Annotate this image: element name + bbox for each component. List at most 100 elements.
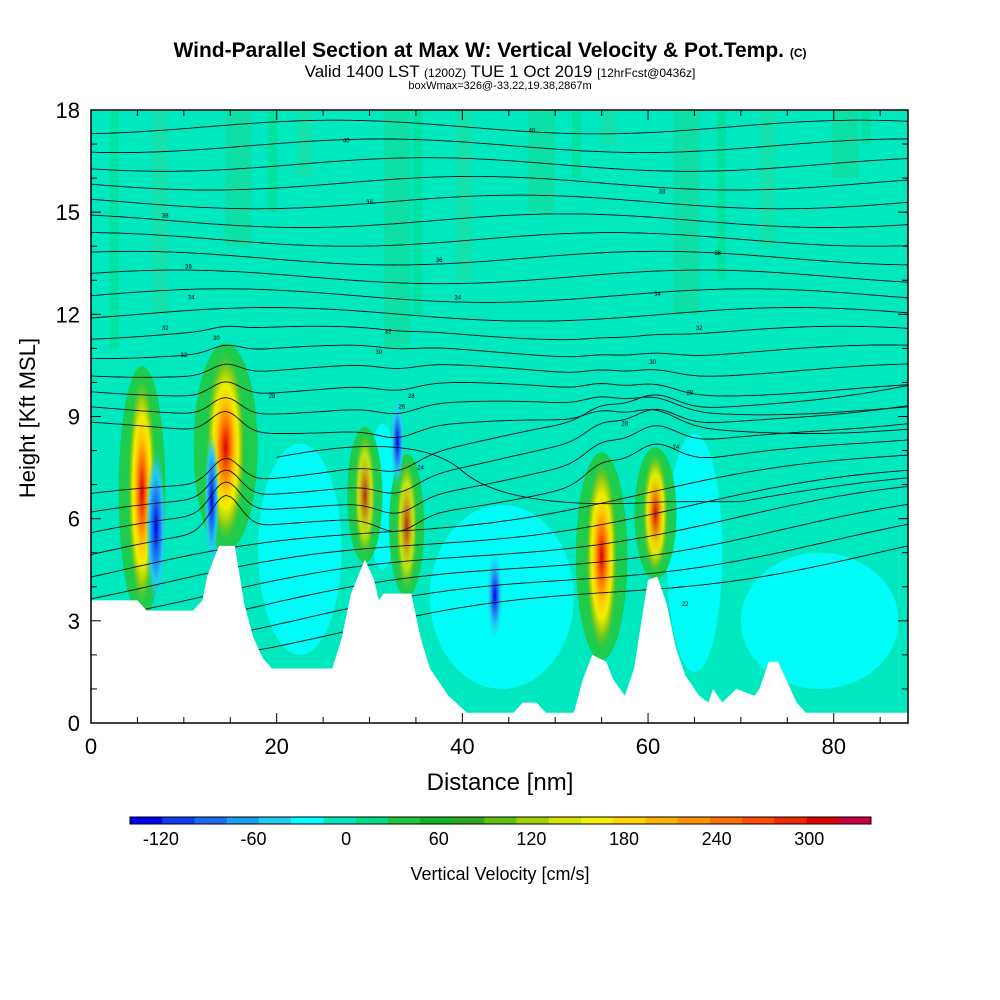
colorbar [129, 816, 872, 825]
theta-contours [91, 119, 908, 670]
theta-label: 32 [385, 329, 392, 335]
x-tick-label: 20 [264, 734, 288, 759]
colorbar-frame [129, 816, 872, 825]
bg-streak [152, 110, 168, 315]
theta-contour [91, 213, 908, 228]
subtitle-date: TUE 1 Oct 2019 [471, 62, 593, 81]
theta-contour [91, 405, 908, 513]
bg-streak [789, 110, 810, 213]
theta-contour [91, 232, 908, 247]
colorbar-tick-label: -120 [143, 829, 179, 849]
downdraft-core [487, 552, 503, 638]
x-tick-label: 60 [636, 734, 660, 759]
theta-contour [91, 269, 908, 285]
theta-contour [91, 396, 908, 416]
x-axis: 0 20 40 60 80 [85, 110, 881, 759]
bg-streak [904, 110, 908, 349]
colorbar-label: Vertical Velocity [cm/s] [410, 864, 589, 884]
y-tick-label: 9 [68, 405, 80, 430]
bg-streak [528, 110, 555, 213]
bg-streak [297, 110, 313, 179]
theta-contour [91, 385, 908, 494]
theta-label: 30 [375, 350, 382, 356]
colorbar-swatch [130, 817, 163, 824]
theta-label: 36 [185, 265, 192, 271]
theta-contour [91, 409, 908, 438]
theta-contour [91, 439, 908, 556]
colorbar-swatch [645, 817, 678, 824]
bg-streak [268, 110, 278, 213]
bg-streak [225, 110, 252, 247]
x-tick-label: 80 [821, 734, 845, 759]
downdraft-core [204, 433, 219, 567]
colorbar-swatch [419, 817, 453, 824]
x-tick-label: 40 [450, 734, 474, 759]
theta-label: 24 [417, 466, 424, 472]
subtitle-forecast: [12hrFcst@0436z] [597, 66, 695, 80]
colorbar-tick-label: 120 [516, 829, 546, 849]
colorbar-swatch [452, 817, 485, 824]
colorbar-swatch [323, 817, 356, 824]
colorbar-tick-label: 180 [609, 829, 639, 849]
colorbar-swatch [613, 817, 646, 824]
theta-labels: 40 40 38 38 38 36 36 36 34 34 34 32 32 32 32 30 30 30 28 28… [162, 128, 722, 607]
theta-label: 26 [399, 404, 406, 410]
colorbar-swatch [258, 817, 292, 824]
theta-contour [91, 363, 908, 378]
colorbar-tick-label: 240 [702, 829, 732, 849]
theta-contour [91, 157, 908, 172]
y-axis-label: Height [Kft MSL] [15, 338, 40, 498]
colorbar-swatch [742, 817, 775, 824]
colorbar-tick-label: 300 [794, 829, 824, 849]
bg-streak [601, 110, 617, 145]
x-axis-label: Distance [nm] [427, 769, 574, 796]
theta-contour [276, 446, 908, 505]
colorbar-swatch [838, 817, 872, 824]
colorbar-swatch [387, 817, 421, 824]
bg-streak [383, 110, 410, 349]
weak-downdraft-zone [740, 552, 899, 689]
bg-streak [673, 110, 700, 315]
updraft-core [585, 457, 618, 655]
colorbar-swatch [548, 817, 582, 824]
chart-title: Wind-Parallel Section at Max W: Vertical… [173, 39, 806, 62]
theta-contour [91, 288, 908, 303]
box-info: boxWmax=326@-33.22,19.38,2867m [408, 80, 591, 92]
theta-label: 34 [454, 295, 461, 301]
theta-contour [91, 175, 908, 191]
bg-streak [109, 110, 119, 349]
theta-label: 28 [621, 421, 628, 427]
theta-contour [91, 423, 908, 534]
theta-contour [91, 250, 908, 266]
bg-streak [485, 110, 506, 247]
plot-area: 40 40 38 38 38 36 36 36 34 34 34 32 32 32 32 30 30 30 28 28… [91, 110, 908, 723]
updraft-core [353, 430, 376, 560]
bg-streak [571, 110, 582, 179]
colorbar-tick-label: -60 [240, 829, 266, 849]
colorbar-swatch [774, 817, 807, 824]
theta-label: 32 [162, 326, 169, 332]
title-mark: (C) [790, 46, 807, 60]
theta-label: 38 [162, 214, 169, 220]
colorbar-swatch [806, 817, 840, 824]
theta-label: 34 [654, 292, 661, 298]
colorbar-swatch [355, 817, 389, 824]
bg-streak [644, 110, 665, 349]
subtitle-utc: (1200Z) [424, 66, 466, 80]
colorbar-swatch [226, 817, 260, 824]
colorbar-swatch [581, 817, 614, 824]
theta-label: 22 [682, 602, 689, 608]
y-tick-label: 6 [68, 507, 80, 532]
colorbar-swatch [291, 817, 324, 824]
colorbar-swatch [162, 817, 195, 824]
theta-label: 32 [696, 326, 703, 332]
colorbar-swatch [194, 817, 227, 824]
theta-label: 28 [408, 394, 415, 400]
colorbar-swatch [677, 817, 711, 824]
theta-label: 40 [343, 139, 350, 145]
theta-label: 28 [686, 391, 693, 397]
theta-contour [91, 307, 908, 322]
y-tick-label: 18 [56, 98, 80, 123]
terrain [91, 545, 908, 723]
